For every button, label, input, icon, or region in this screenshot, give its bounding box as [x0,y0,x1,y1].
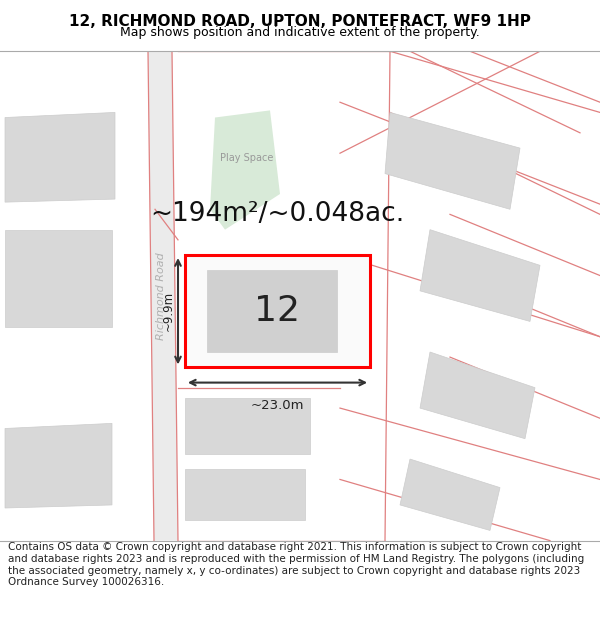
Polygon shape [420,352,535,439]
Polygon shape [148,51,178,541]
Polygon shape [420,229,540,321]
Text: Richmond Road: Richmond Road [156,252,166,340]
Bar [185,255,370,368]
Polygon shape [185,469,305,520]
Polygon shape [5,229,112,326]
Text: 12: 12 [254,294,301,328]
Polygon shape [5,423,112,508]
Bar [207,271,337,352]
Text: ~194m²/~0.048ac.: ~194m²/~0.048ac. [151,201,404,228]
Polygon shape [400,459,500,531]
Text: ~23.0m: ~23.0m [251,399,304,412]
Polygon shape [185,398,310,454]
Text: Contains OS data © Crown copyright and database right 2021. This information is : Contains OS data © Crown copyright and d… [8,542,584,588]
Polygon shape [5,112,115,202]
Polygon shape [210,111,280,229]
Text: Map shows position and indicative extent of the property.: Map shows position and indicative extent… [120,26,480,39]
Text: ~9.9m: ~9.9m [162,291,175,331]
Polygon shape [385,112,520,209]
Text: Play Space: Play Space [220,153,274,163]
Text: 12, RICHMOND ROAD, UPTON, PONTEFRACT, WF9 1HP: 12, RICHMOND ROAD, UPTON, PONTEFRACT, WF… [69,14,531,29]
